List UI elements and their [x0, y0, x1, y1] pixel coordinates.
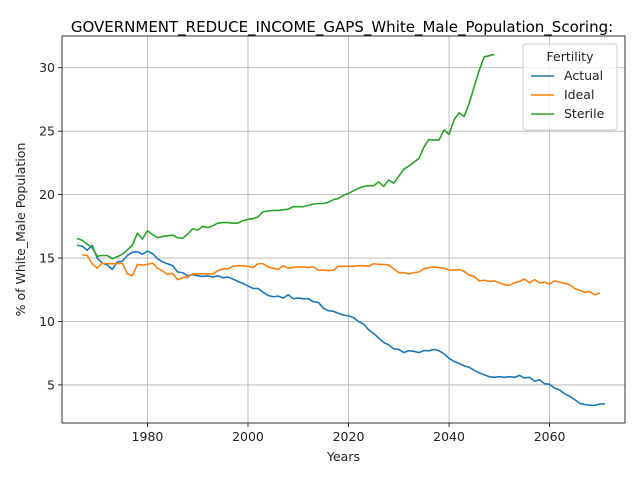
- y-axis-label: % of White_Male Population: [13, 143, 28, 317]
- series-line-sterile: [76, 53, 495, 260]
- x-tick-label: 2020: [333, 429, 365, 444]
- x-tick-label: 2060: [534, 429, 566, 444]
- legend-box: [522, 43, 618, 131]
- legend-title: Fertility: [547, 49, 595, 64]
- x-axis-label: Years: [326, 449, 360, 464]
- series-layer: [76, 53, 605, 407]
- series-line-actual: [76, 244, 605, 407]
- x-tick-label: 2000: [232, 429, 264, 444]
- legend-label-actual: Actual: [564, 68, 603, 83]
- y-tick-label: 30: [39, 60, 55, 75]
- series-line-ideal: [82, 254, 601, 296]
- legend-items: Actual Ideal Sterile: [531, 68, 605, 121]
- plot-frame: [61, 35, 626, 424]
- y-tick-label: 25: [39, 124, 55, 139]
- legend-label-sterile: Sterile: [564, 106, 605, 121]
- y-tick-label: 5: [47, 377, 55, 392]
- legend: Fertility Actual Ideal Sterile: [522, 43, 618, 131]
- axis-ticks: 1980 2000 2020 2040 2060 5 10 15 20 25 30: [39, 60, 565, 444]
- y-tick-label: 10: [39, 314, 55, 329]
- x-tick-label: 2040: [433, 429, 465, 444]
- y-tick-label: 15: [39, 251, 55, 266]
- chart-title: GOVERNMENT_REDUCE_INCOME_GAPS_White_Male…: [71, 18, 613, 37]
- legend-label-ideal: Ideal: [564, 87, 594, 102]
- x-tick-label: 1980: [132, 429, 164, 444]
- y-tick-label: 20: [39, 187, 55, 202]
